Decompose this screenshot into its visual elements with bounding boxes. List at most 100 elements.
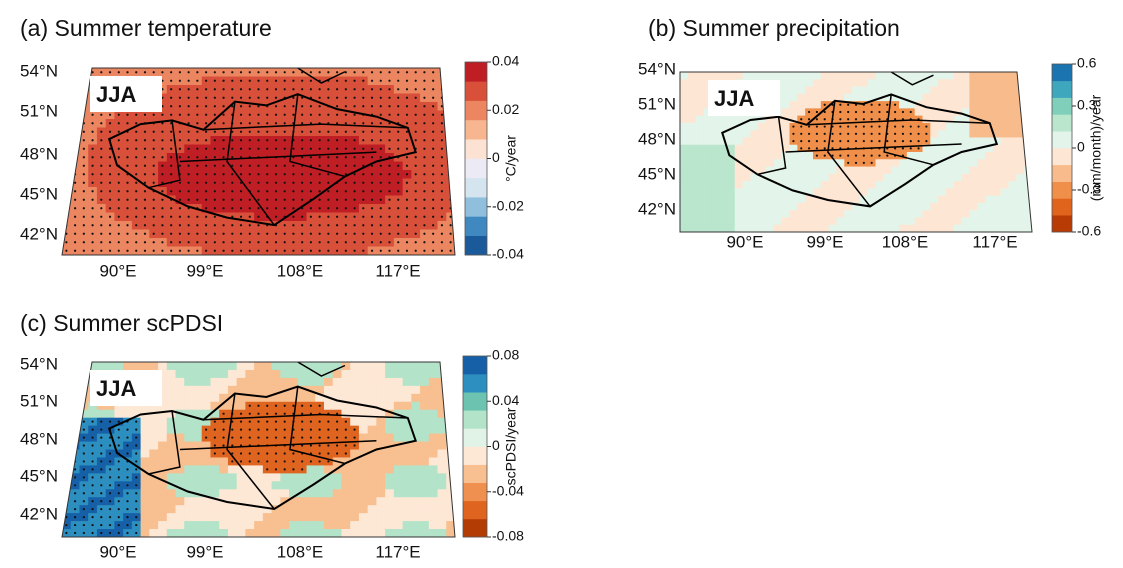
significance-dot [179, 131, 181, 133]
significance-dot [292, 405, 294, 407]
panel-title: (a) Summer temperature [20, 15, 272, 41]
significance-dot [327, 165, 329, 167]
colorbar-segment [463, 356, 487, 374]
map-cell [711, 167, 719, 175]
significance-dot [153, 71, 155, 73]
map-cell [202, 457, 211, 465]
map-cell [446, 378, 455, 386]
significance-dot [126, 508, 128, 510]
map-cell [758, 188, 766, 196]
significance-dot [74, 156, 76, 158]
map-cell [376, 418, 385, 426]
significance-dot [388, 148, 390, 150]
map-cell [907, 210, 915, 218]
significance-dot [397, 114, 399, 116]
significance-dot [275, 173, 277, 175]
colorbar-segment [463, 501, 487, 519]
map-cell [263, 481, 272, 489]
map-cell [962, 130, 970, 138]
significance-dot [249, 182, 251, 184]
significance-dot [179, 224, 181, 226]
map-cell [797, 159, 805, 167]
map-cell [237, 521, 246, 529]
significance-dot [170, 71, 172, 73]
significance-dot [161, 216, 163, 218]
significance-dot [353, 233, 355, 235]
map-cell [969, 174, 977, 182]
map-cell [696, 196, 704, 204]
significance-dot [327, 233, 329, 235]
map-cell [868, 72, 876, 80]
map-cell [985, 152, 993, 160]
map-cell [868, 210, 876, 218]
map-cell [280, 370, 289, 378]
map-cell [985, 94, 993, 102]
significance-dot [816, 140, 818, 142]
map-cell [385, 450, 394, 458]
map-cell [680, 94, 688, 102]
map-cell [962, 174, 970, 182]
map-cell [743, 72, 751, 80]
map-cell [167, 457, 176, 465]
map-cell [813, 87, 821, 95]
map-cell [376, 473, 385, 481]
significance-dot [353, 139, 355, 141]
significance-dot [362, 71, 364, 73]
map-cell [750, 159, 758, 167]
significance-dot [109, 182, 111, 184]
map-cell [167, 402, 176, 410]
significance-dot [441, 233, 443, 235]
map-cell [350, 529, 359, 537]
map-cell [298, 521, 307, 529]
map-cell [891, 210, 899, 218]
significance-dot [284, 452, 286, 454]
map-cell [350, 497, 359, 505]
map-cell [1009, 137, 1017, 145]
map-cell [790, 167, 798, 175]
significance-dot [170, 114, 172, 116]
significance-dot [135, 476, 137, 478]
map-cell [766, 217, 774, 225]
significance-dot [109, 452, 111, 454]
significance-dot [214, 429, 216, 431]
significance-dot [301, 429, 303, 431]
significance-dot [397, 105, 399, 107]
significance-dot [415, 165, 417, 167]
map-cell [123, 362, 132, 370]
significance-dot [240, 241, 242, 243]
map-cell [350, 418, 359, 426]
map-cell [790, 196, 798, 204]
map-cell [184, 465, 193, 473]
significance-dot [319, 131, 321, 133]
map-cell [385, 378, 394, 386]
significance-dot [397, 97, 399, 99]
significance-dot [179, 250, 181, 252]
significance-dot [284, 114, 286, 116]
season-label: JJA [714, 86, 754, 111]
map-cell [899, 210, 907, 218]
significance-dot [91, 139, 93, 141]
map-cell [774, 72, 782, 80]
significance-dot [284, 233, 286, 235]
map-cell [219, 481, 228, 489]
significance-dot [388, 131, 390, 133]
significance-dot [450, 71, 452, 73]
map-cell [333, 386, 342, 394]
map-cell [184, 505, 193, 513]
map-cell [821, 79, 829, 87]
map-cell [307, 529, 316, 537]
map-cell [922, 210, 930, 218]
significance-dot [153, 182, 155, 184]
map-cell [946, 79, 954, 87]
colorbar-segment [465, 216, 487, 236]
map-cell [438, 442, 447, 450]
significance-dot [301, 182, 303, 184]
map-cell [977, 79, 985, 87]
map-cell [62, 370, 71, 378]
lon-label: 90°E [726, 232, 763, 251]
significance-dot [371, 97, 373, 99]
map-cell [836, 181, 844, 189]
map-cell [438, 529, 447, 537]
map-cell [158, 450, 167, 458]
map-cell [766, 188, 774, 196]
